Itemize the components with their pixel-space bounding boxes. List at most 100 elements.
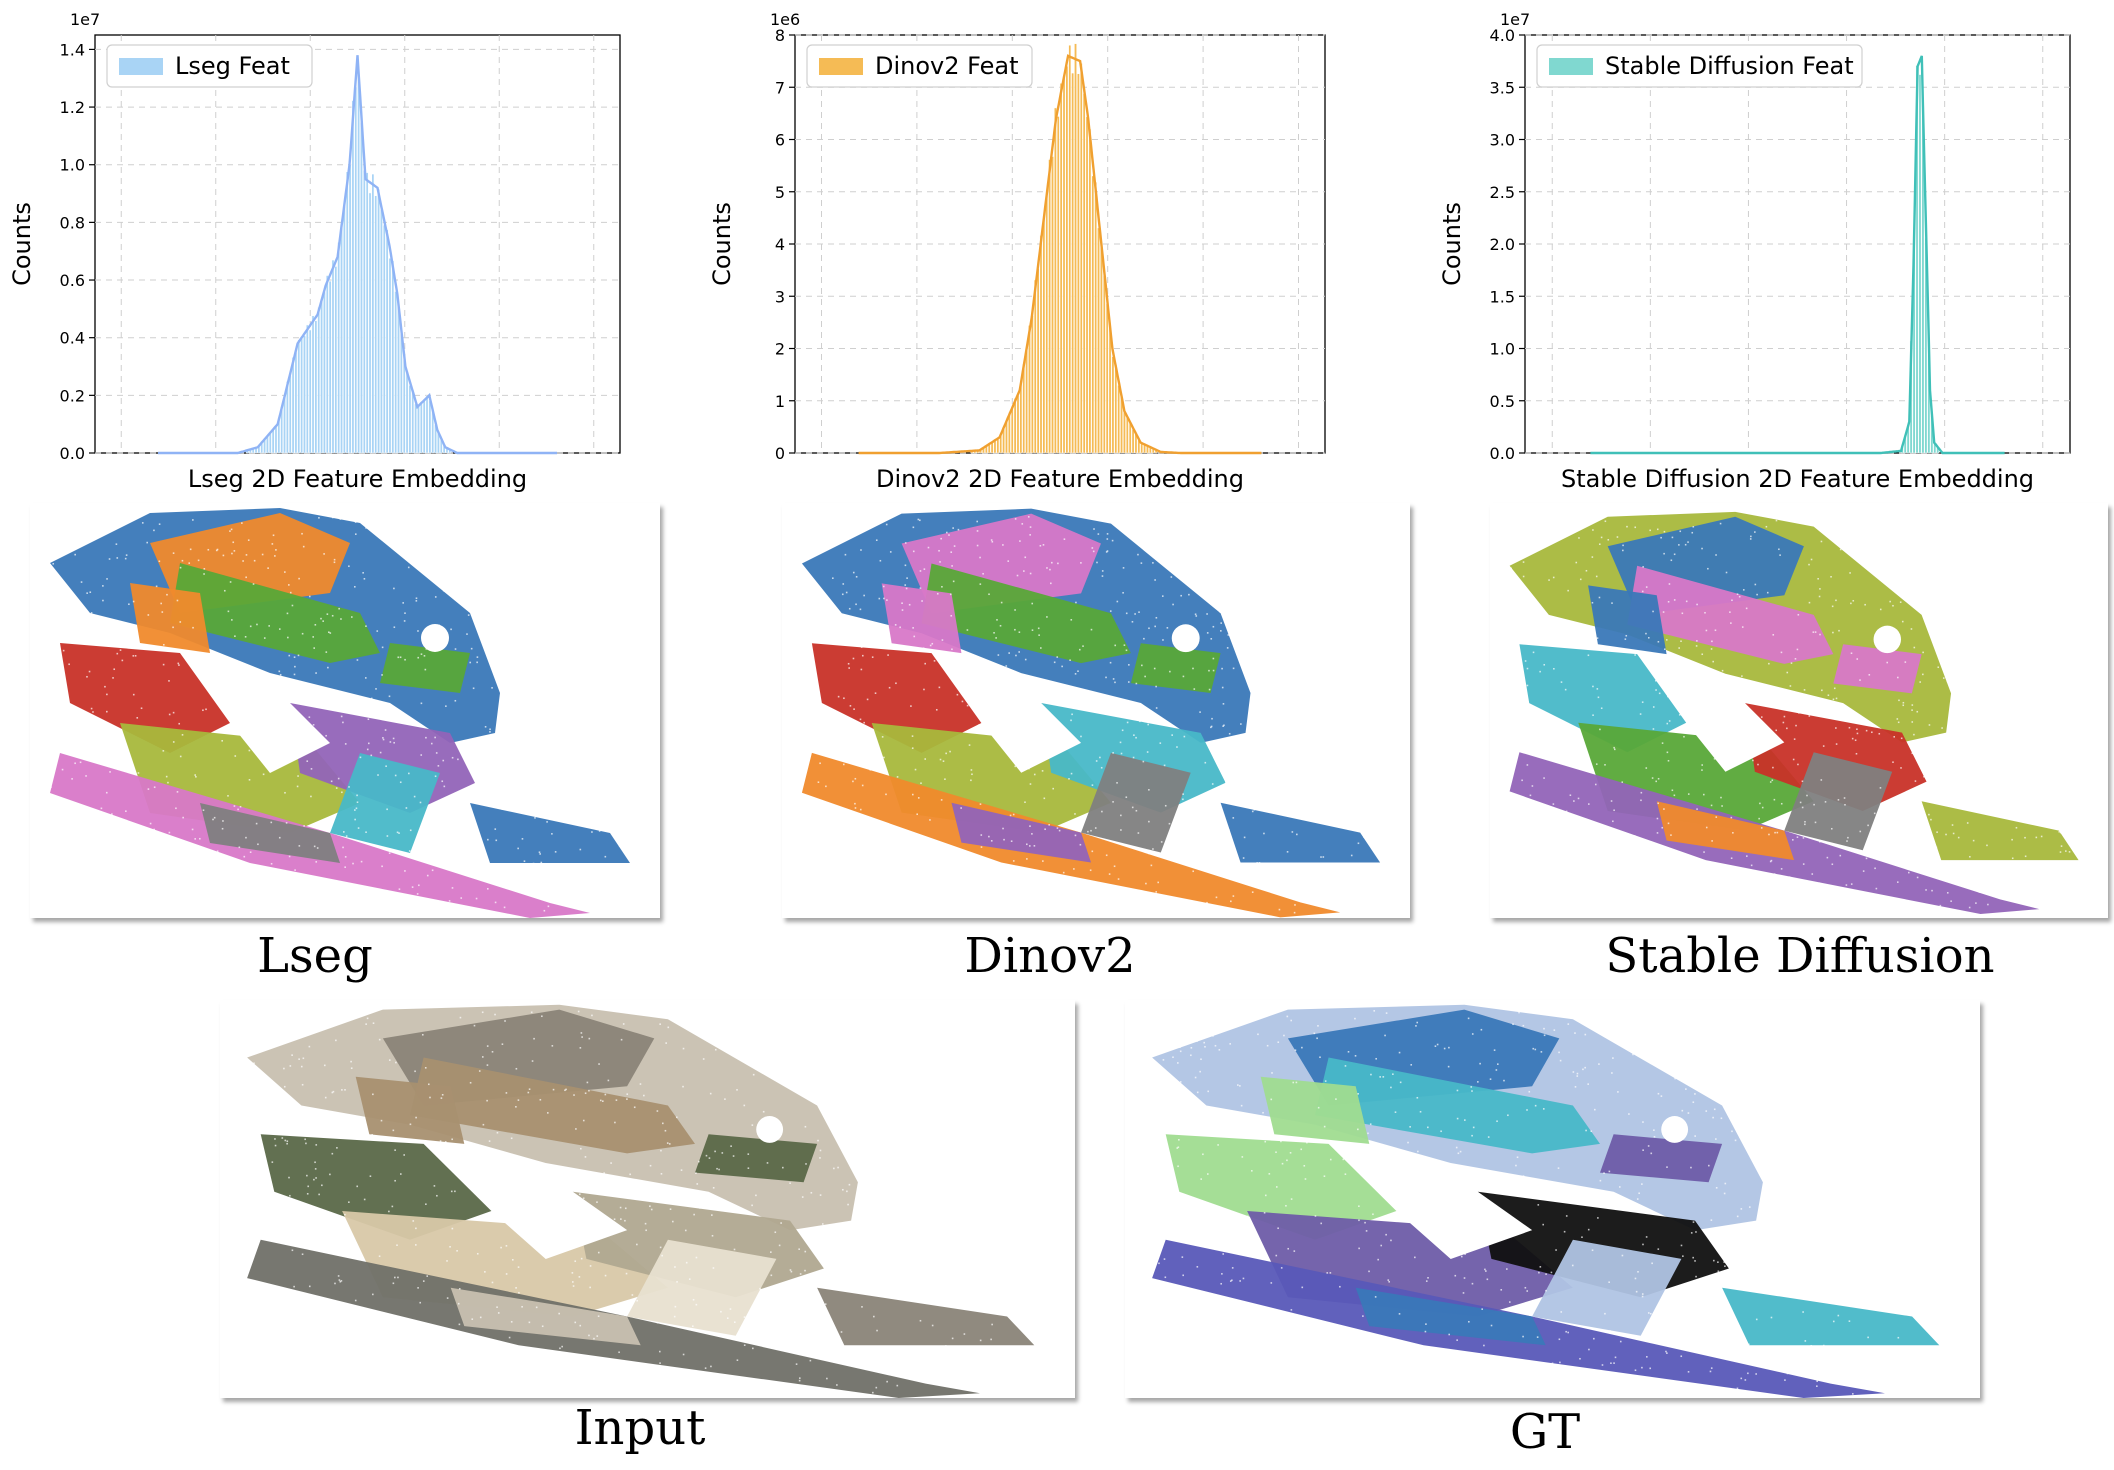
histogram-bar <box>374 195 378 454</box>
point-speckle <box>1837 1314 1840 1317</box>
point-speckle <box>515 648 517 651</box>
point-speckle <box>388 1059 391 1061</box>
point-speckle <box>832 1083 835 1085</box>
point-speckle <box>901 609 904 611</box>
point-speckle <box>1795 724 1797 727</box>
point-speckle <box>1652 610 1654 613</box>
point-speckle <box>1914 780 1917 782</box>
point-speckle <box>873 1277 876 1280</box>
point-speckle <box>2020 725 2023 727</box>
point-speckle <box>1645 1332 1648 1335</box>
point-speckle <box>2075 548 2077 550</box>
point-speckle <box>1234 1335 1237 1338</box>
point-speckle <box>1935 567 1937 570</box>
point-speckle <box>471 1156 473 1158</box>
point-speckle <box>1210 725 1213 728</box>
point-speckle <box>1657 777 1660 780</box>
point-speckle <box>1911 704 1914 706</box>
point-speckle <box>1143 637 1145 640</box>
point-speckle <box>1849 572 1851 574</box>
point-speckle <box>802 704 805 707</box>
point-speckle <box>472 687 475 690</box>
point-speckle <box>1351 533 1354 535</box>
point-speckle <box>1522 1335 1524 1338</box>
point-speckle <box>1982 675 1984 678</box>
point-speckle <box>332 1090 335 1093</box>
point-speckle <box>1319 656 1321 659</box>
point-speckle <box>294 1303 296 1306</box>
point-speckle <box>1301 1046 1303 1049</box>
histogram-bar <box>1071 72 1075 454</box>
point-speckle <box>1341 630 1343 633</box>
point-speckle <box>1748 869 1750 872</box>
point-speckle <box>1666 751 1669 754</box>
point-speckle <box>352 862 354 865</box>
point-speckle <box>897 1059 900 1061</box>
point-speckle <box>1184 1310 1186 1313</box>
point-speckle <box>1708 1164 1710 1167</box>
point-speckle <box>1464 1119 1466 1121</box>
point-speckle <box>1889 1108 1891 1110</box>
point-speckle <box>638 1389 641 1392</box>
point-speckle <box>281 1287 284 1290</box>
point-speckle <box>2015 576 2018 579</box>
point-speckle <box>2019 521 2022 524</box>
point-speckle <box>991 1323 993 1326</box>
point-speckle <box>562 774 564 776</box>
point-speckle <box>2022 781 2024 783</box>
point-speckle <box>806 879 808 882</box>
point-speckle <box>1033 686 1036 688</box>
point-speckle <box>1937 666 1940 669</box>
point-speckle <box>240 718 243 721</box>
point-speckle <box>1273 577 1275 579</box>
point-speckle <box>659 1023 661 1025</box>
point-speckle <box>563 532 565 535</box>
point-speckle <box>1249 529 1251 532</box>
point-speckle <box>1568 1380 1570 1383</box>
point-speckle <box>1752 759 1754 762</box>
point-speckle <box>158 523 161 525</box>
point-speckle <box>872 1391 874 1394</box>
point-speckle <box>138 873 141 876</box>
point-speckle <box>1977 764 1980 767</box>
point-speckle <box>1907 1093 1910 1096</box>
point-speckle <box>1717 1261 1719 1263</box>
point-speckle <box>1921 596 1924 599</box>
point-speckle <box>1667 822 1670 825</box>
point-speckle <box>1457 1183 1460 1185</box>
point-speckle <box>695 1172 697 1175</box>
point-speckle <box>1212 802 1215 804</box>
point-speckle <box>2075 747 2077 750</box>
point-speckle <box>857 532 859 535</box>
point-speckle <box>1390 1239 1392 1242</box>
point-speckle <box>1641 1293 1644 1295</box>
histogram-bar <box>288 375 292 454</box>
point-speckle <box>1893 1109 1895 1112</box>
point-speckle <box>1919 681 1921 683</box>
point-speckle <box>1171 1316 1173 1318</box>
point-speckle <box>1706 1335 1709 1337</box>
point-speckle <box>473 843 476 846</box>
point-speckle <box>1358 1219 1360 1222</box>
point-speckle <box>626 751 629 753</box>
point-speckle <box>505 1245 508 1247</box>
point-speckle <box>158 560 161 563</box>
point-speckle <box>1020 1129 1022 1132</box>
point-speckle <box>1727 740 1729 743</box>
point-speckle <box>1746 855 1748 857</box>
point-speckle <box>1726 888 1728 891</box>
point-speckle <box>1402 1183 1404 1185</box>
point-speckle <box>990 1236 993 1239</box>
point-speckle <box>1347 1050 1350 1053</box>
point-speckle <box>783 1304 785 1307</box>
point-speckle <box>1896 1193 1899 1196</box>
point-speckle <box>365 527 367 529</box>
point-speckle <box>996 668 998 670</box>
point-speckle <box>1665 1350 1667 1353</box>
histogram-bar <box>1088 128 1092 454</box>
point-speckle <box>1932 1272 1934 1275</box>
point-speckle <box>1719 1249 1722 1252</box>
point-speckle <box>610 1162 612 1164</box>
point-speckle <box>1190 1054 1192 1057</box>
